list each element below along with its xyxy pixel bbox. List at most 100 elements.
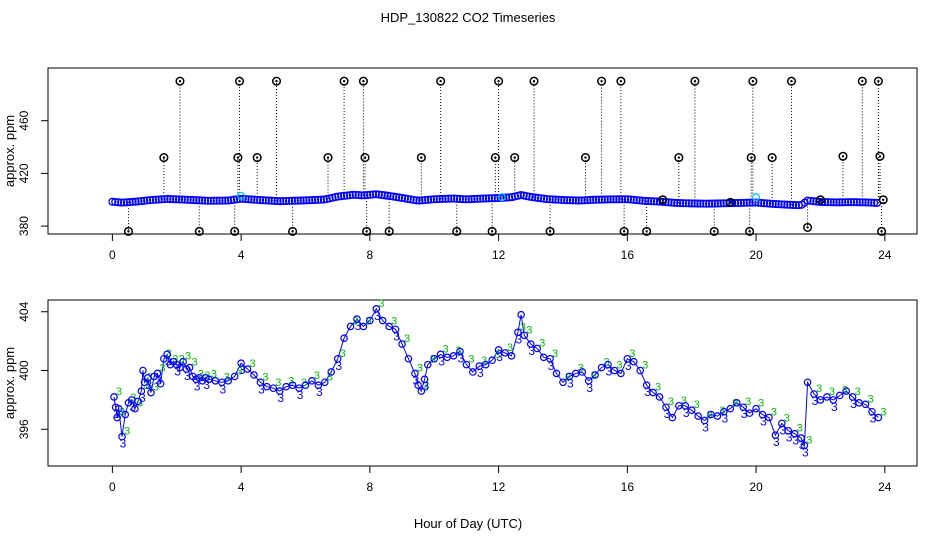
flagged-point-center [365,230,368,233]
data-point [820,198,830,207]
secondary-glyph: 3 [816,383,822,395]
flagged-point [490,153,500,163]
data-point [528,193,537,202]
data-point [426,195,436,204]
data-point [327,368,336,376]
data-point [488,356,496,365]
flagged-point-center [806,226,809,229]
data-point [467,195,476,204]
data-point [678,199,688,208]
point-glyph: 3 [625,359,632,373]
data-point [545,195,554,204]
point-glyph: 3 [683,406,690,420]
secondary-glyph: 3 [707,409,713,421]
data-point [742,198,751,207]
data-point [473,194,482,203]
secondary-glyph: 3 [130,392,136,404]
data-point [757,198,766,207]
data-point [340,191,349,200]
flagged-point-center [877,79,880,83]
data-point [418,196,427,205]
point-glyph: 3 [355,319,362,333]
data-point [731,198,740,208]
data-point [745,409,754,417]
data-point [493,194,502,203]
data-point [668,413,677,422]
flagged-point-center [326,156,330,159]
data-point [169,195,178,204]
point-glyph: 3 [496,350,503,364]
flagged-point [767,153,777,163]
point-glyph: 3 [802,445,809,459]
data-point [118,432,126,441]
data-point [597,195,606,204]
data-point [250,371,258,379]
data-point [525,192,534,201]
x-tick-label: 12 [492,248,506,262]
data-point [229,195,239,204]
data-point [501,349,509,357]
figure-title: HDP_130822 CO2 Timeseries [381,10,556,25]
data-point [166,195,175,204]
flagged-point-center [490,230,494,233]
secondary-glyph: 3 [391,315,397,327]
data-point [539,194,549,203]
flagged-point [339,76,349,86]
secondary-glyph: 3 [842,384,848,396]
data-point [609,195,618,204]
data-point [409,195,418,204]
secondary-glyph: 3 [604,357,610,369]
data-point [826,198,835,207]
point-glyph: 3 [438,354,445,368]
data-point [404,354,413,363]
point-glyph: 3 [870,412,877,426]
data-point [458,195,467,204]
data-point [841,198,850,207]
data-point [487,194,496,203]
data-point [533,344,542,353]
data-point [386,192,395,201]
flagged-point-center [497,79,500,83]
flagged-point [619,226,629,236]
data-point [676,199,685,208]
point-glyph: 3 [239,363,246,377]
data-point [174,195,184,204]
data-point [417,387,426,395]
data-point [148,195,157,204]
top-panel: approx. ppm 0 4 8 12 16 20 24 380 420 460 [2,67,918,262]
secondary-glyph: 3 [855,386,861,398]
flagged-point [194,226,204,236]
data-point [771,199,780,209]
data-point [687,406,696,414]
data-point [694,412,702,420]
data-point [359,322,368,331]
data-point [334,192,343,201]
data-point [470,194,479,204]
data-point [481,360,490,369]
data-point [864,198,873,207]
point-glyph: 3 [422,379,429,393]
data-point [421,195,430,205]
data-point [641,196,650,205]
flagged-point [360,153,370,163]
secondary-glyph: 3 [829,386,835,398]
flagged-point [878,195,888,205]
secondary-glyph: 3 [681,395,687,407]
y-tick-label: 420 [17,163,31,183]
data-point [134,397,142,406]
flagged-point-center [363,156,367,159]
point-glyph: 3 [458,351,465,365]
data-point [357,191,366,200]
data-point [131,197,140,206]
data-point [791,201,801,210]
point-glyph: 3 [812,394,819,408]
flagged-point-center [420,156,423,159]
data-point [690,199,699,208]
flagged-point [803,222,813,232]
point-glyph: 3 [741,407,748,421]
flagged-point [159,153,169,163]
data-point [143,196,152,205]
secondary-glyph: 3 [507,342,513,354]
data-point [276,197,285,206]
secondary-glyph: 3 [591,370,597,382]
